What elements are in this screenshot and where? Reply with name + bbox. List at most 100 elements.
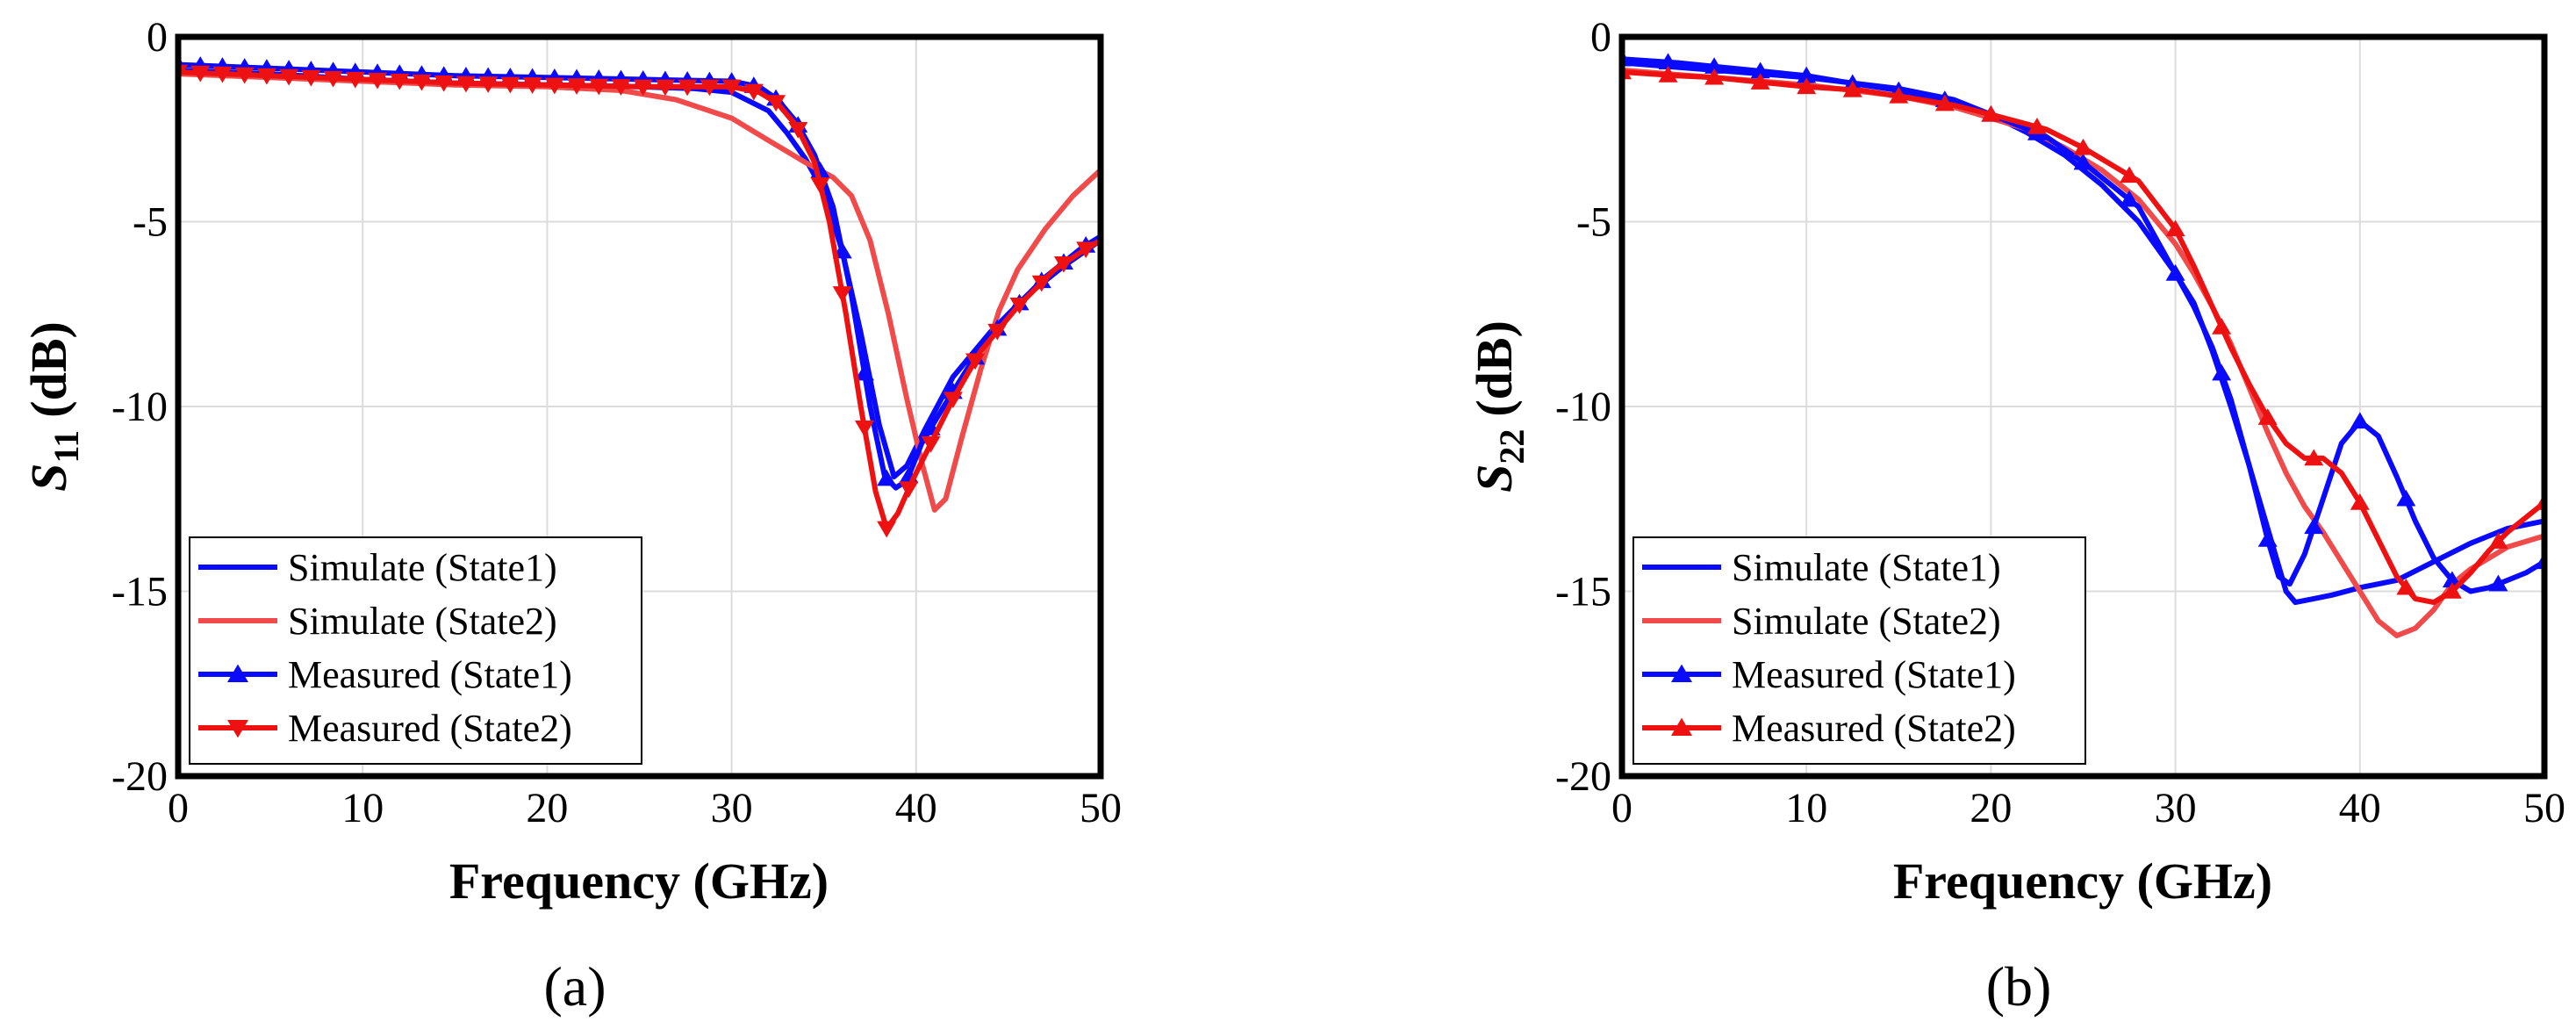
marker xyxy=(678,79,698,97)
marker xyxy=(345,71,365,89)
marker xyxy=(965,353,986,371)
marker xyxy=(2212,363,2232,381)
marker xyxy=(1658,53,1678,70)
marker xyxy=(877,521,897,538)
panel-label-b: (b) xyxy=(1986,955,2052,1018)
marker xyxy=(788,122,808,139)
legend-marker xyxy=(1671,664,1692,682)
series-line xyxy=(178,69,1101,531)
marker xyxy=(1797,77,1817,95)
y-tick-labels-a: 0 -5 -10 -15 -20 xyxy=(111,14,168,800)
series-layer-b xyxy=(1622,49,2544,638)
y-tick-label: -15 xyxy=(111,569,168,615)
x-tick-label: 20 xyxy=(526,785,568,831)
marker xyxy=(1031,275,1051,292)
marker xyxy=(721,79,742,97)
marker xyxy=(655,79,675,97)
marker xyxy=(323,70,343,88)
legend-item: Simulate (State1) xyxy=(198,546,557,589)
y-tick-label: -15 xyxy=(1555,569,1611,615)
x-tick-label: 40 xyxy=(895,785,937,831)
y-axis-label-main-a: S xyxy=(20,464,77,492)
marker xyxy=(390,73,410,90)
panel-label-a: (a) xyxy=(543,955,606,1018)
legend-marker xyxy=(1671,717,1692,736)
x-axis-label-b: Frequency (GHz) xyxy=(1893,853,2272,910)
series-measured-state1 xyxy=(178,55,1101,491)
marker xyxy=(832,286,852,303)
legend-item: Simulate (State2) xyxy=(198,600,557,643)
x-tick-label: 30 xyxy=(711,785,753,831)
marker xyxy=(500,76,520,94)
marker xyxy=(2073,138,2093,155)
marker xyxy=(234,67,255,84)
marker xyxy=(1750,61,1770,79)
marker xyxy=(2073,153,2093,170)
series-line xyxy=(178,67,1101,479)
marker xyxy=(899,481,919,499)
y-axis-label-sub-a: 11 xyxy=(47,430,86,464)
marker xyxy=(1981,104,2001,122)
marker xyxy=(456,76,476,93)
marker xyxy=(2165,219,2185,237)
chart-panel-b: 0 10 20 30 40 50 0 -5 -10 -15 -20 Frequency (GHz)… xyxy=(1466,14,2565,1018)
marker xyxy=(611,79,631,96)
legend-label: Simulate (State1) xyxy=(288,546,557,589)
legend-label: Measured (State2) xyxy=(288,707,572,750)
marker xyxy=(2350,493,2370,510)
x-tick-labels-b: 0 10 20 30 40 50 xyxy=(1611,785,2565,831)
marker xyxy=(368,72,388,90)
marker xyxy=(1009,297,1030,314)
marker xyxy=(412,74,432,91)
marker xyxy=(2396,489,2416,507)
y-tick-labels-b: 0 -5 -10 -15 -20 xyxy=(1555,14,1611,800)
marker xyxy=(743,83,764,101)
y-tick-label: 0 xyxy=(147,14,168,61)
x-tick-label: 10 xyxy=(341,785,384,831)
marker xyxy=(1704,57,1725,74)
marker xyxy=(2350,412,2370,429)
legend-marker xyxy=(227,720,248,738)
marker xyxy=(544,77,564,95)
marker xyxy=(1889,86,1909,104)
x-tick-label: 20 xyxy=(1970,785,2012,831)
marker xyxy=(2212,318,2232,335)
legend-item: Measured (State2) xyxy=(198,707,572,750)
y-axis-label-sub-b: 22 xyxy=(1492,429,1532,464)
y-tick-label: -10 xyxy=(111,384,168,430)
series-measured-state2 xyxy=(1622,62,2544,606)
marker xyxy=(854,420,874,437)
marker xyxy=(589,78,609,96)
plot-frame-b xyxy=(1618,33,2548,780)
legend-label: Measured (State1) xyxy=(1732,653,2016,696)
marker xyxy=(1704,68,1725,85)
series-line xyxy=(178,71,1101,513)
series-simulate-state2 xyxy=(178,71,1101,513)
marker xyxy=(2442,582,2462,599)
marker xyxy=(810,177,830,194)
marker xyxy=(766,95,786,112)
legend-item: Measured (State1) xyxy=(1642,653,2016,696)
y-tick-label: 0 xyxy=(1590,14,1611,61)
x-tick-labels-a: 0 10 20 30 40 50 xyxy=(168,785,1122,831)
marker xyxy=(987,323,1008,341)
marker xyxy=(633,79,653,97)
x-tick-label: 50 xyxy=(2523,785,2565,831)
marker xyxy=(2120,190,2140,207)
legend-a: Simulate (State1) Simulate (State2) Measur… xyxy=(189,536,642,765)
marker xyxy=(1053,255,1073,273)
marker xyxy=(877,469,897,486)
marker xyxy=(2304,517,2324,535)
marker xyxy=(2304,449,2324,466)
y-axis-label-b: S22 (dB) xyxy=(1466,320,1532,493)
marker xyxy=(256,68,276,85)
legend-b: Simulate (State1) Simulate (State2) Measur… xyxy=(1632,536,2086,765)
series-measured-state1 xyxy=(1622,49,2544,594)
chart-panel-a: 0 10 20 30 40 50 0 -5 -10 -15 -20 Frequency (GHz)… xyxy=(20,14,1122,1018)
marker xyxy=(2120,166,2140,183)
marker xyxy=(434,75,454,92)
marker xyxy=(2027,117,2047,134)
marker xyxy=(1750,73,1770,90)
legend-item: Measured (State1) xyxy=(198,653,572,696)
